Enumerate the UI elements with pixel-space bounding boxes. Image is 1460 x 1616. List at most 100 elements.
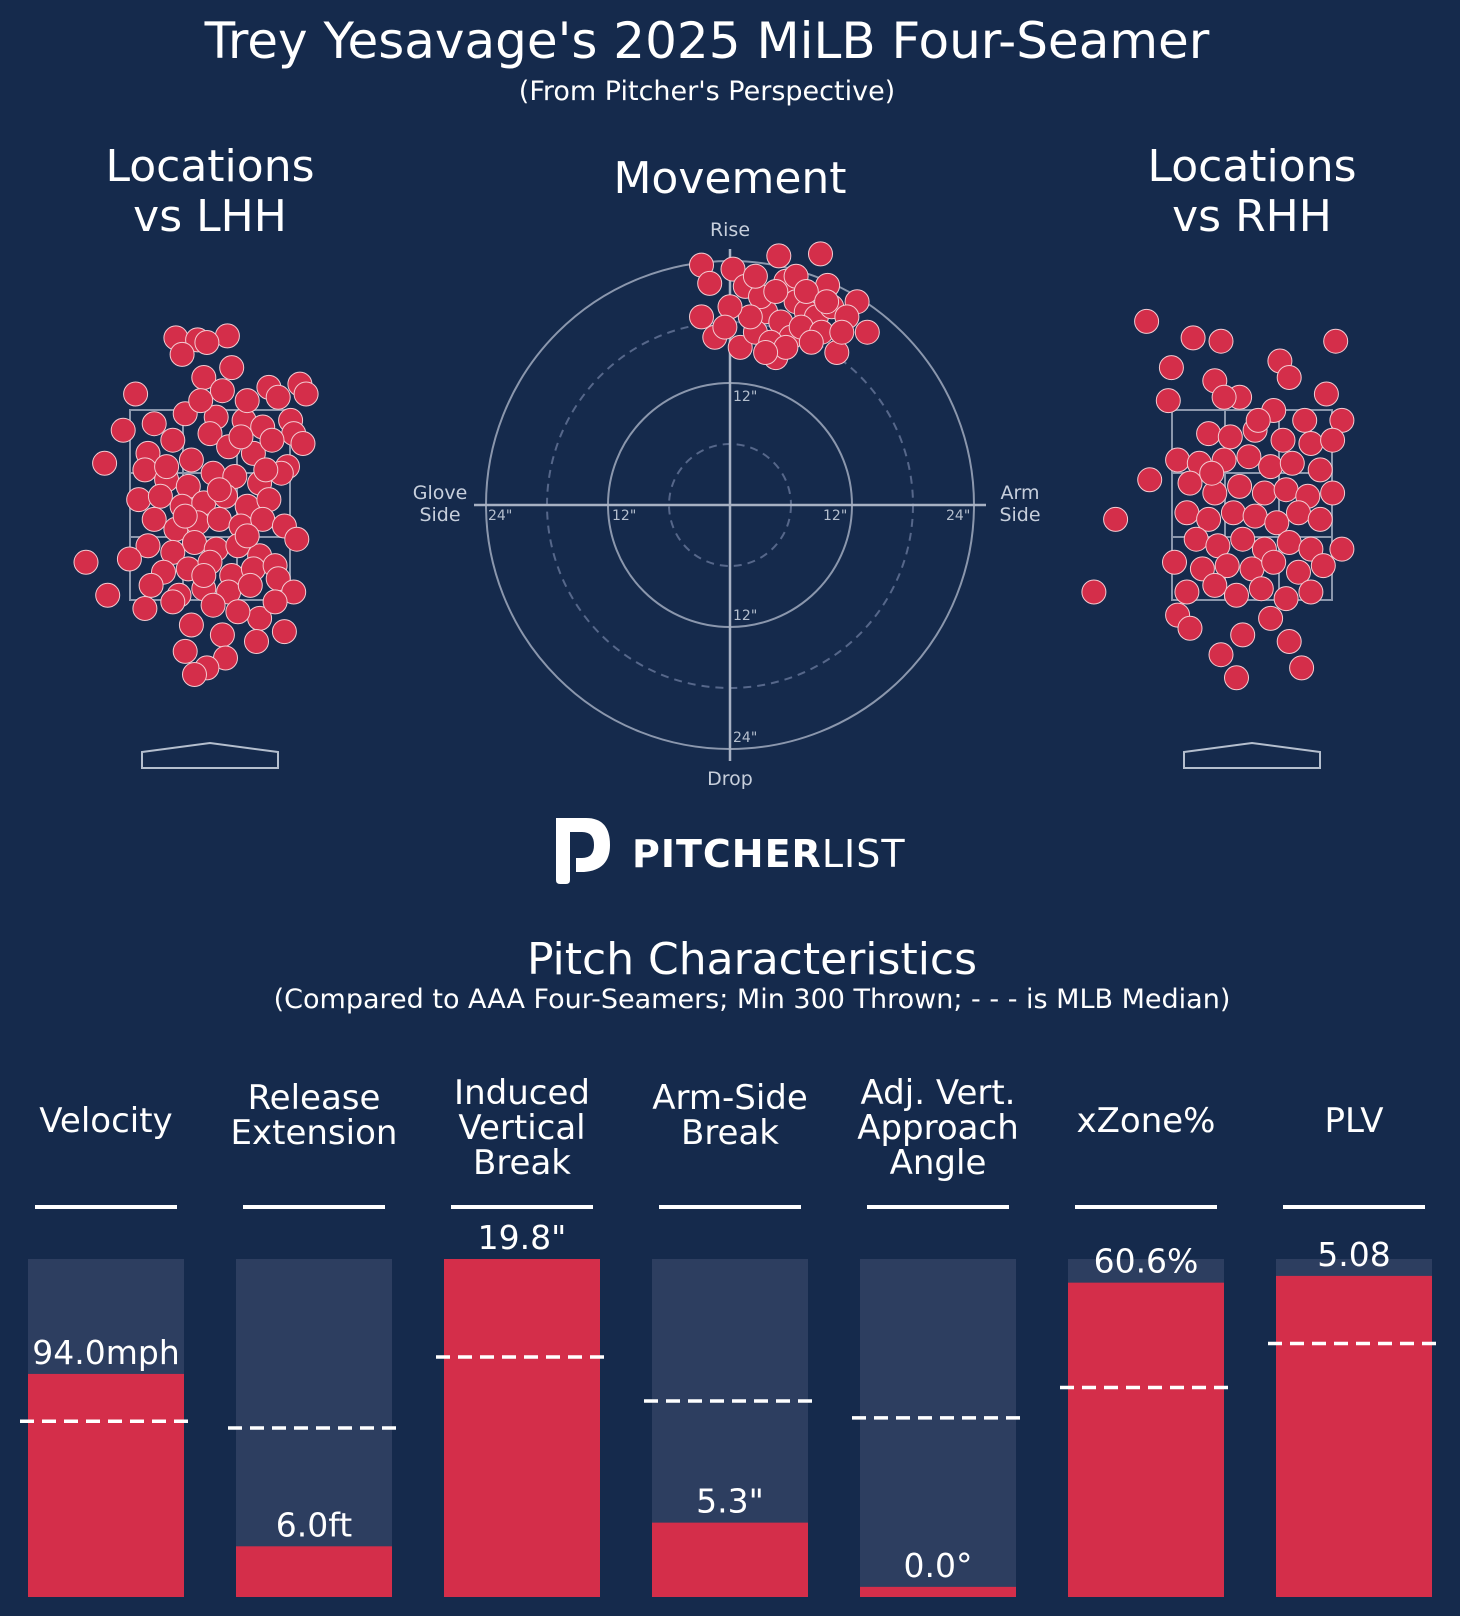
lhh-pitch-point	[290, 431, 316, 456]
lhh-pitch-point	[219, 355, 245, 381]
rhh-pitch-point	[1208, 328, 1234, 354]
lhh-pitch-point	[259, 427, 285, 453]
brand-light-text: LIST	[822, 832, 906, 876]
lhh-pitch-point	[126, 487, 152, 513]
rhh-pitch-point	[1279, 450, 1305, 476]
lhh-pitch-point	[182, 662, 207, 687]
rhh-pitch-point	[1224, 665, 1249, 691]
rhh-title-line-1: Locations	[1147, 141, 1356, 192]
rhh-pitch-point	[1177, 615, 1203, 641]
lhh-pitch-point	[172, 638, 198, 664]
lhh-pitch-point	[154, 454, 180, 480]
rhh-pitch-point	[1208, 642, 1234, 668]
rhh-pitch-point	[1177, 470, 1203, 496]
lhh-pitch-point	[178, 612, 204, 638]
lhh-home-plate	[141, 741, 279, 769]
metric-label: Extension	[231, 1113, 398, 1153]
metric-label: Break	[473, 1143, 571, 1183]
rhh-pitch-point	[1165, 447, 1191, 473]
lhh-pitch-point	[209, 622, 235, 648]
rhh-pitch-point	[1307, 506, 1333, 532]
rhh-pitch-point	[1298, 579, 1324, 605]
movement-pitch-point	[798, 329, 824, 355]
movement-pitch-point	[766, 243, 792, 269]
rhh-pitch-point	[1217, 424, 1243, 450]
rhh-pitch-point	[1298, 431, 1324, 456]
tick-right-12: 12"	[823, 508, 847, 524]
lhh-pitch-point	[132, 596, 158, 621]
rhh-pitch-point	[1242, 503, 1268, 529]
lhh-pitch-point	[209, 378, 235, 404]
rhh-location-plot	[1081, 308, 1355, 769]
axis-drop-label: Drop	[707, 768, 753, 790]
lhh-pitch-point	[253, 457, 279, 483]
rhh-pitch-point	[1211, 384, 1237, 410]
rhh-pitch-point	[1276, 530, 1302, 555]
lhh-location-plot	[73, 323, 319, 769]
rhh-pitch-point	[1137, 467, 1163, 493]
pitcherlist-logo: PITCHERLIST	[556, 818, 906, 884]
rhh-pitch-point	[1261, 549, 1287, 575]
characteristics-title: Pitch Characteristics	[527, 934, 977, 985]
lhh-pitch-point	[141, 411, 167, 437]
bar-value-label: 19.8"	[478, 1218, 567, 1257]
pitcherlist-logo-mark	[556, 818, 610, 884]
movement-pitch-point	[763, 279, 789, 304]
lhh-pitch-point	[172, 503, 198, 529]
movement-pitch-point	[814, 289, 840, 315]
lhh-pitch-point	[123, 381, 149, 407]
bar-fill	[1276, 1275, 1432, 1597]
bar-fill	[652, 1522, 808, 1597]
bar-value-label: 6.0ft	[276, 1505, 353, 1544]
tick-right-24: 24"	[946, 508, 970, 524]
lhh-pitch-point	[141, 506, 167, 532]
lhh-pitch-point	[116, 546, 142, 572]
lhh-pitch-point	[132, 457, 158, 483]
rhh-pitch-point	[1196, 506, 1222, 532]
metric-label: xZone%	[1077, 1101, 1216, 1141]
page-title: Trey Yesavage's 2025 MiLB Four-Seamer	[204, 12, 1210, 70]
lhh-pitch-point	[237, 572, 263, 598]
metric-label: Velocity	[39, 1101, 172, 1141]
rhh-pitch-point	[1248, 576, 1274, 602]
movement-plot: Rise Drop Glove Side Arm Side 12" 12" 24…	[413, 219, 1041, 790]
bar-fill	[236, 1546, 392, 1597]
brand-bold-text: PITCHER	[632, 832, 822, 876]
bar-value-label: 0.0°	[904, 1546, 973, 1585]
rhh-pitch-point	[1313, 381, 1339, 407]
lhh-pitch-point	[244, 629, 269, 654]
rhh-pitch-point	[1276, 629, 1302, 654]
movement-pitch-point	[808, 241, 833, 267]
rhh-pitch-point	[1292, 407, 1318, 433]
lhh-pitch-point	[228, 424, 254, 450]
movement-pitch-point	[854, 319, 880, 345]
lhh-pitch-point	[234, 388, 260, 414]
rhh-pitch-point	[1162, 549, 1187, 575]
rhh-pitch-point	[1273, 477, 1299, 503]
tick-left-12: 12"	[612, 508, 636, 524]
movement-pitch-point	[720, 256, 746, 282]
rhh-pitch-point	[1180, 325, 1206, 351]
lhh-pitch-point	[271, 619, 297, 645]
rhh-pitch-point	[1258, 454, 1284, 480]
rhh-pitch-point	[1230, 622, 1256, 648]
rhh-pitch-point	[1276, 365, 1302, 390]
metric-label: Arm-Side	[652, 1078, 808, 1118]
movement-pitch-point	[793, 279, 819, 304]
movement-pitch-point	[742, 263, 768, 289]
axis-glove-label-1: Glove	[413, 482, 468, 504]
lhh-pitch-point	[182, 530, 207, 555]
rhh-pitch-point	[1320, 427, 1346, 453]
rhh-pitch-point	[1196, 421, 1222, 447]
tick-down-12: 12"	[733, 608, 757, 624]
lhh-pitch-point	[92, 450, 118, 476]
axis-rise-label: Rise	[710, 219, 750, 241]
bar-value-label: 60.6%	[1094, 1242, 1199, 1281]
lhh-pitch-point	[110, 417, 136, 443]
page-subtitle: (From Pitcher's Perspective)	[519, 76, 895, 107]
metric-label: Vertical	[458, 1108, 585, 1148]
rhh-pitch-point	[1155, 388, 1181, 414]
lhh-pitch-point	[265, 384, 291, 410]
rhh-pitch-point	[1286, 559, 1311, 585]
rhh-pitch-point	[1174, 500, 1200, 526]
